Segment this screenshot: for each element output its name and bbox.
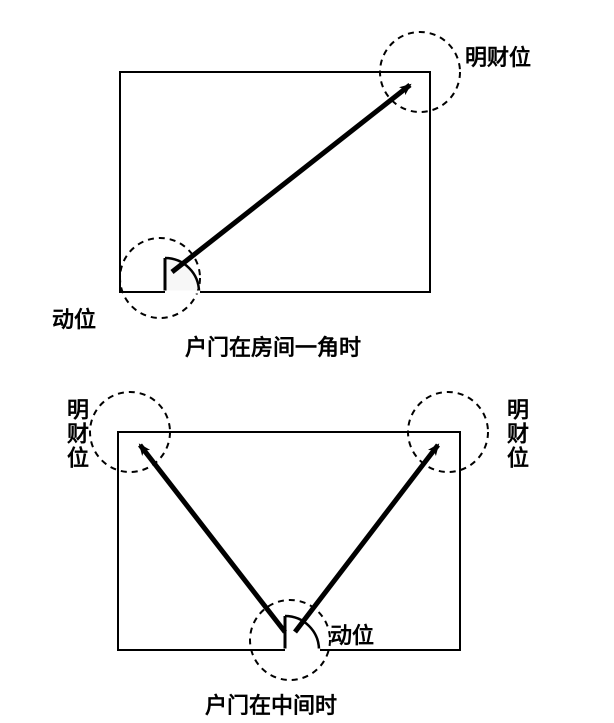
label-wealth-left-2: 明财位 bbox=[60, 398, 92, 470]
label-move-2: 动位 bbox=[330, 618, 374, 650]
diagram-1 bbox=[120, 32, 460, 318]
diagram-2 bbox=[90, 392, 488, 680]
arrow-1 bbox=[172, 85, 410, 272]
arrow-2-left bbox=[140, 445, 285, 632]
label-move-1: 动位 bbox=[52, 302, 96, 334]
arrow-2-right bbox=[295, 445, 438, 632]
caption-1: 户门在房间一角时 bbox=[185, 330, 361, 362]
caption-2: 户门在中间时 bbox=[205, 688, 337, 720]
label-wealth-right-2: 明财位 bbox=[500, 398, 532, 470]
label-wealth-1: 明财位 bbox=[465, 40, 531, 72]
